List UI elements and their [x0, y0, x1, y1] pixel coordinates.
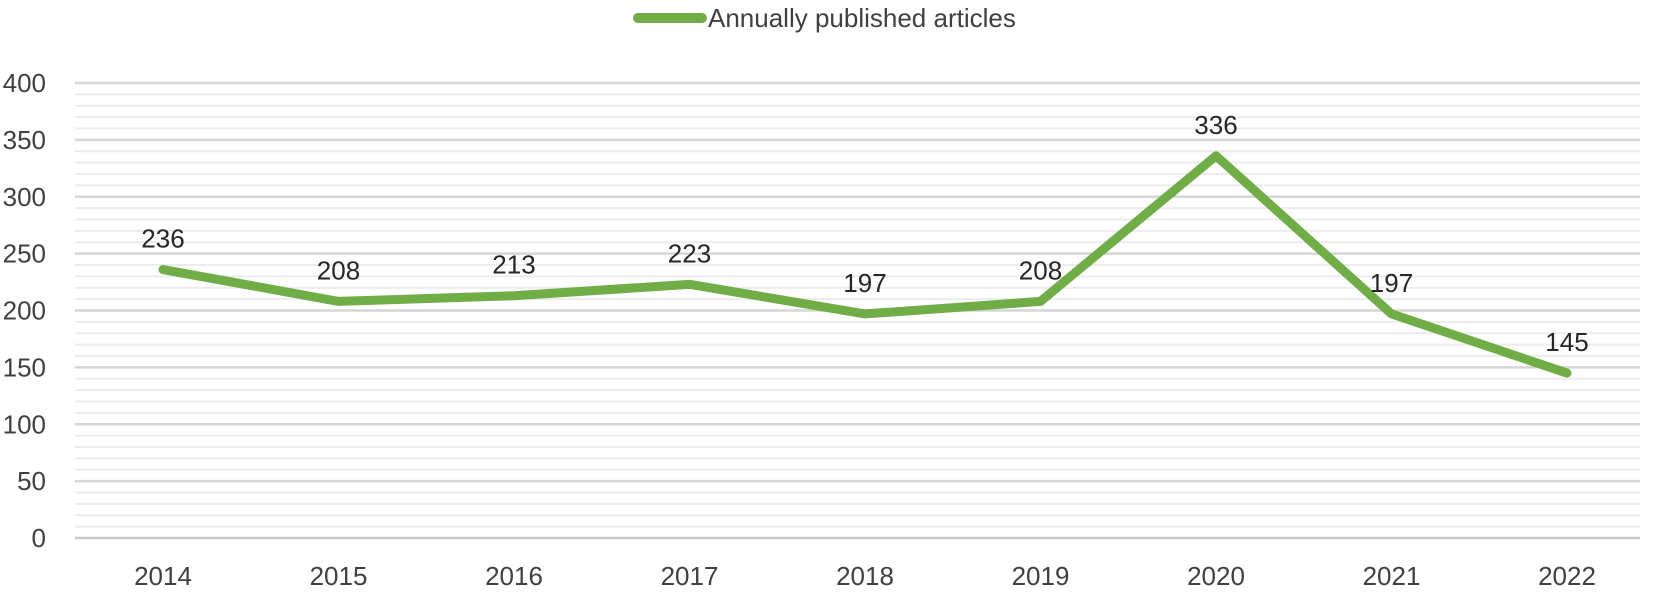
y-tick-label: 350	[3, 125, 46, 155]
y-tick-label: 150	[3, 352, 46, 382]
y-tick-label: 250	[3, 239, 46, 269]
data-label: 197	[1370, 268, 1413, 298]
x-tick-label: 2017	[661, 561, 719, 591]
x-tick-label: 2014	[134, 561, 192, 591]
y-tick-label: 200	[3, 296, 46, 326]
data-label: 236	[141, 224, 184, 254]
legend: Annually published articles	[633, 3, 1016, 33]
series-layer	[158, 151, 1572, 378]
axis-layer: 0 50 100 150 200 250 300 350 400 2014 2015 2016 2017…	[3, 68, 1596, 591]
y-tick-label: 300	[3, 182, 46, 212]
data-label: 197	[843, 268, 886, 298]
y-tick-label: 100	[3, 409, 46, 439]
x-tick-label: 2018	[836, 561, 894, 591]
data-label: 208	[317, 255, 360, 285]
x-tick-label: 2021	[1363, 561, 1421, 591]
x-tick-label: 2019	[1012, 561, 1070, 591]
data-label: 213	[492, 250, 535, 280]
data-label: 208	[1019, 255, 1062, 285]
x-tick-label: 2016	[485, 561, 543, 591]
data-label: 223	[668, 238, 711, 268]
x-tick-label: 2020	[1187, 561, 1245, 591]
data-label-layer: 236 208 213 223 197 208 336 197 145	[141, 110, 1588, 357]
x-tick-label: 2022	[1538, 561, 1596, 591]
y-tick-label: 50	[17, 466, 46, 496]
data-label: 145	[1545, 327, 1588, 357]
grid-layer	[75, 81, 1640, 540]
y-tick-label: 0	[32, 523, 46, 553]
data-label: 336	[1194, 110, 1237, 140]
y-tick-label: 400	[3, 68, 46, 98]
x-tick-label: 2015	[310, 561, 368, 591]
legend-label: Annually published articles	[708, 3, 1016, 33]
